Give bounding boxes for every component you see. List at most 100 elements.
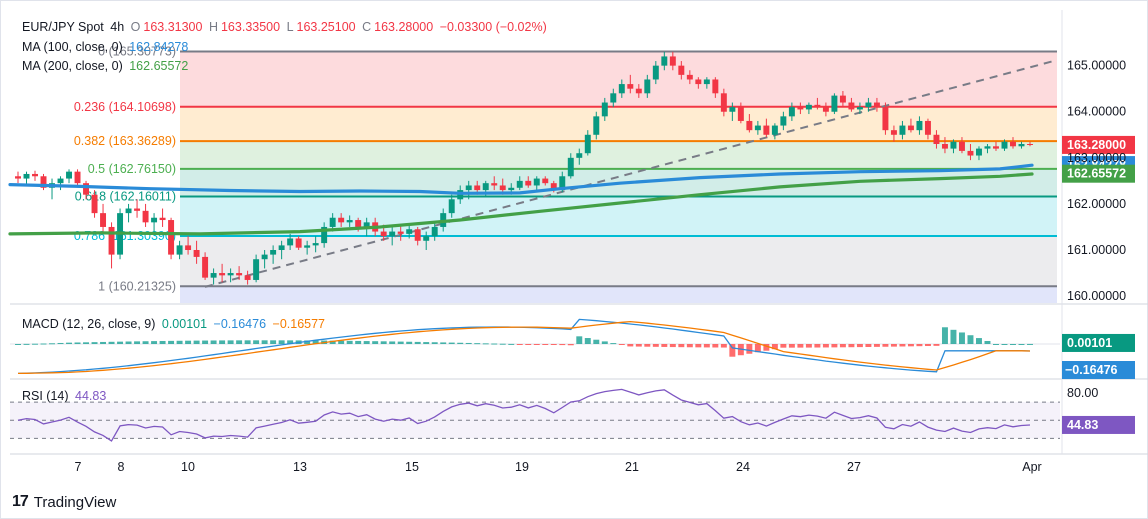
symbol-name[interactable]: EUR/JPY Spot: [22, 20, 104, 34]
macd-histogram-bar: [372, 341, 379, 344]
macd-histogram-bar: [499, 343, 506, 345]
macd-histogram-bar: [32, 343, 38, 345]
ma100-legend[interactable]: MA (100, close, 0) 162.84278: [22, 38, 191, 57]
macd-histogram-bar: [644, 344, 651, 347]
rsi-legend[interactable]: RSI (14) 44.83: [22, 387, 109, 406]
fib-level-label: 0 (165.30773): [98, 44, 176, 58]
macd-histogram-bar: [236, 340, 243, 344]
macd-histogram-bar: [941, 327, 948, 344]
macd-hist-badge: [1062, 333, 1135, 352]
rsi-badge-label: 44.83: [1067, 418, 1098, 432]
candle-body: [797, 107, 804, 110]
candle-body: [321, 226, 328, 244]
candle-body: [678, 65, 685, 75]
macd-histogram-bar: [788, 344, 795, 348]
macd-histogram-bar: [831, 344, 838, 348]
candle-body: [312, 243, 319, 246]
macd-histogram-bar: [720, 344, 727, 348]
macd-histogram-bar: [414, 341, 421, 344]
macd-histogram-bar: [542, 344, 549, 345]
macd-histogram-bar: [661, 344, 668, 347]
macd-histogram-bar: [1010, 344, 1016, 345]
macd-histogram-bar: [993, 344, 999, 345]
macd-histogram-bar: [950, 329, 957, 344]
macd-histogram-bar: [304, 340, 311, 344]
macd-histogram-bar: [678, 344, 685, 348]
macd-histogram-bar: [924, 344, 931, 347]
candle-body: [168, 220, 175, 255]
y-tick-label: 163.00000: [1067, 151, 1126, 165]
ma200-line: [8, 172, 1034, 236]
fib-level-label: 0.618 (162.16011): [75, 190, 176, 204]
candle-body: [176, 245, 183, 255]
macd-histogram-bar: [635, 344, 642, 347]
candle-body: [924, 120, 931, 135]
macd-histogram-bar: [244, 340, 251, 344]
macd-histogram-bar: [550, 344, 557, 345]
candle-body: [831, 95, 838, 112]
low-label: L: [286, 20, 294, 34]
close-label: C: [362, 20, 372, 34]
macd-histogram-bar: [856, 344, 863, 348]
candle-body: [601, 102, 608, 117]
candle-body: [958, 141, 965, 151]
fib-zone: [180, 286, 1057, 303]
macd-histogram-bar: [261, 340, 268, 344]
macd-histogram-bar: [703, 344, 710, 348]
macd-hist-value: 0.00101: [161, 317, 208, 331]
candle-body: [423, 236, 430, 241]
macd-histogram-bar: [491, 343, 498, 345]
y-tick-label: 164.00000: [1067, 105, 1126, 119]
macd-histogram-bar: [100, 341, 107, 344]
candle-body: [32, 173, 38, 177]
macd-line-badge: [1062, 361, 1135, 380]
candle-body: [567, 157, 574, 177]
macd-histogram-bar: [1001, 344, 1008, 345]
macd-histogram-bar: [907, 344, 914, 347]
macd-histogram-bar: [210, 340, 217, 344]
macd-histogram-bar: [219, 340, 226, 344]
tradingview-brand[interactable]: 17 TradingView: [12, 493, 116, 511]
ma100-label: MA (100, close, 0): [22, 40, 123, 54]
macd-histogram-bar: [253, 340, 260, 344]
macd-histogram-bar: [380, 341, 387, 344]
candle-body: [74, 171, 81, 184]
candle-body: [244, 275, 251, 280]
rsi-label: RSI (14): [22, 389, 69, 403]
candle-body: [91, 194, 98, 214]
candle-body: [916, 120, 923, 131]
ma200-legend[interactable]: MA (200, close, 0) 162.65572: [22, 57, 191, 76]
macd-signal-line: [17, 320, 1031, 375]
candle-body: [933, 134, 940, 144]
candle-body: [482, 183, 489, 191]
macd-histogram-bar: [474, 343, 481, 345]
candle-body: [125, 208, 132, 214]
macd-legend[interactable]: MACD (12, 26, close, 9) 0.00101 −0.16476…: [22, 315, 328, 334]
candle-body: [822, 107, 829, 112]
y-tick-label: 162.00000: [1067, 197, 1126, 211]
macd-histogram-bar: [669, 344, 676, 348]
candle-body: [848, 102, 855, 110]
macd-histogram-bar: [346, 340, 353, 344]
macd-histogram-bar: [567, 344, 574, 346]
macd-histogram-bar: [389, 341, 396, 344]
fib-level-label: 0.786 (161.30390): [74, 229, 176, 243]
macd-histogram-bar: [805, 344, 812, 348]
candle-body: [967, 150, 974, 156]
candle-body: [40, 176, 47, 188]
macd-histogram-bar: [15, 344, 21, 345]
macd-histogram-bar: [108, 341, 115, 344]
fib-zone: [180, 51, 1057, 107]
open-label: O: [130, 20, 141, 34]
candle-body: [448, 199, 455, 214]
macd-histogram-bar: [23, 343, 30, 345]
candle-body: [686, 74, 693, 80]
candle-body: [856, 107, 863, 110]
interval-label[interactable]: 4h: [110, 20, 125, 34]
x-tick-label: 19: [515, 460, 529, 474]
macd-histogram-bar: [967, 335, 974, 344]
macd-line-value: −0.16476: [213, 317, 267, 331]
fib-level-label: 0.236 (164.10698): [74, 100, 176, 114]
